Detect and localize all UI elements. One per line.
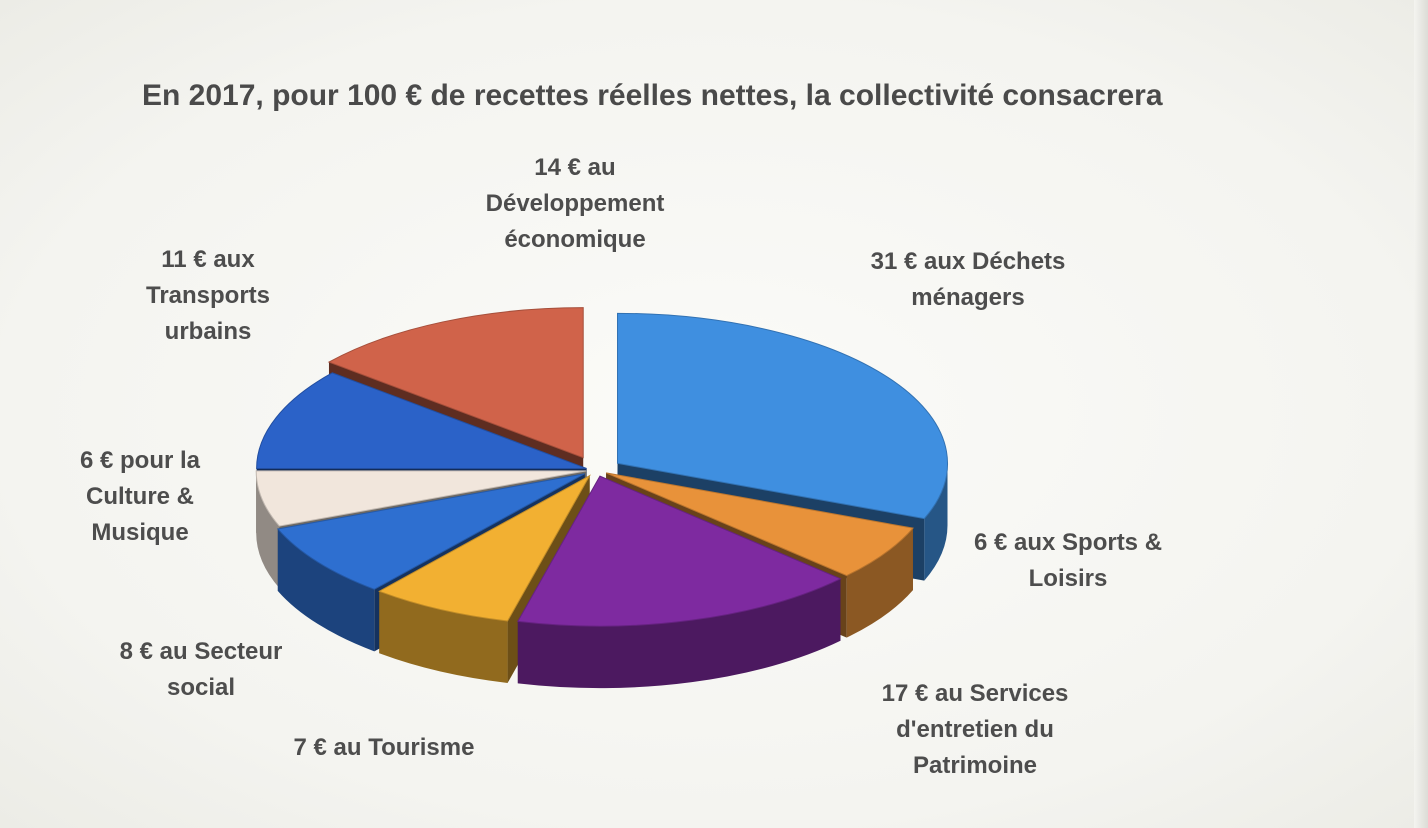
label-tourisme: 7 € au Tourisme (293, 734, 475, 761)
label-sports-loisirs: 6 € aux Sports & Loisirs (973, 529, 1163, 592)
pie-slice-services-entretien-patrimoine (517, 475, 842, 689)
page-edge-shadow (1414, 0, 1428, 828)
label-culture-musique: 6 € pour la Culture & Musique (79, 447, 201, 546)
label-secteur-social: 8 € au Secteur social (119, 638, 283, 701)
label-dechets-menagers: 31 € aux Déchets ménagers (870, 248, 1066, 311)
label-services-entretien-patrimoine: 17 € au Services d'entretien du Patrimoi… (881, 680, 1069, 779)
label-developpement-economique: 14 € au Développement économique (485, 154, 665, 253)
chart-title: En 2017, pour 100 € de recettes réelles … (142, 79, 1163, 112)
label-transports-urbains: 11 € aux Transports urbains (145, 246, 271, 345)
